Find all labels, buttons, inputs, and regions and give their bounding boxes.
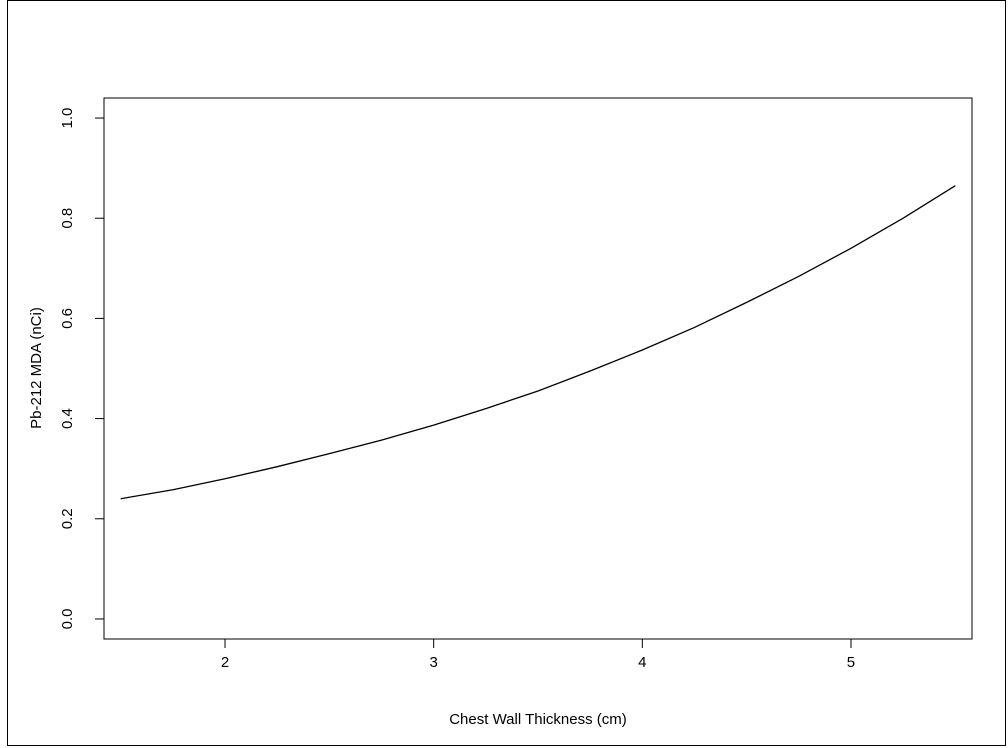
x-tick-label: 5 xyxy=(847,654,855,671)
y-tick-label: 0.2 xyxy=(59,508,76,529)
y-tick-label: 1.0 xyxy=(59,108,76,129)
x-axis: 2 3 4 5 xyxy=(221,639,855,671)
x-axis-label: Chest Wall Thickness (cm) xyxy=(449,711,627,728)
y-axis: 0.0 0.2 0.4 0.6 0.8 1.0 xyxy=(59,108,104,630)
x-tick-label: 3 xyxy=(430,654,438,671)
series-line xyxy=(120,185,956,500)
plot-frame xyxy=(7,0,1006,746)
plot-area-border xyxy=(103,97,973,640)
x-tick-label: 2 xyxy=(221,654,229,671)
y-tick-label: 0.0 xyxy=(59,609,76,630)
y-tick-label: 0.8 xyxy=(59,208,76,229)
y-tick-label: 0.6 xyxy=(59,308,76,329)
y-axis-label: Pb-212 MDA (nCi) xyxy=(28,307,45,429)
y-tick-label: 0.4 xyxy=(59,408,76,429)
x-tick-label: 4 xyxy=(638,654,646,671)
